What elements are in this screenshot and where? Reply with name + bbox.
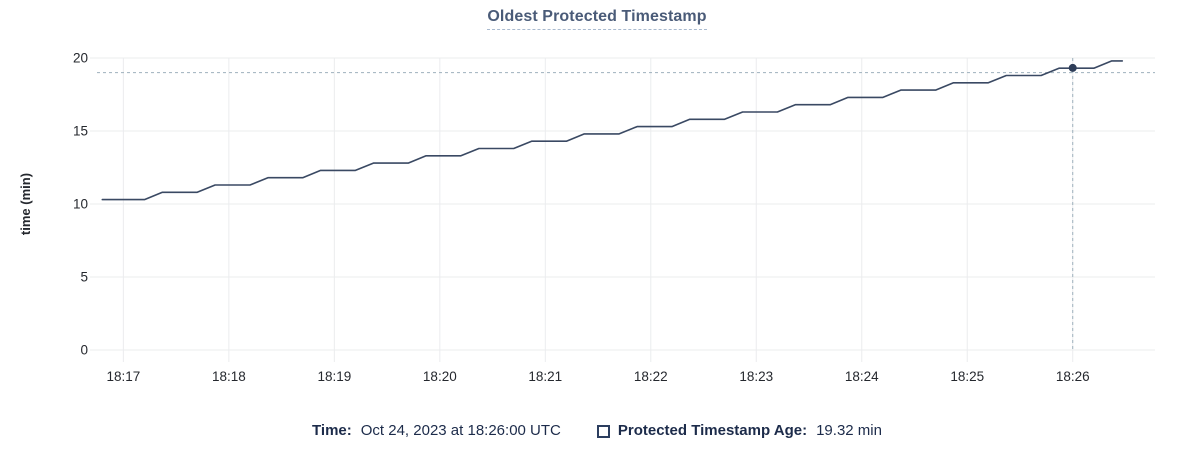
y-axis-label: time (min) xyxy=(18,173,33,235)
chart-legend: Time: Oct 24, 2023 at 18:26:00 UTC Prote… xyxy=(0,421,1194,441)
series-line xyxy=(101,60,1124,201)
x-tick-label: 18:21 xyxy=(528,369,562,384)
y-tick-label: 0 xyxy=(80,343,88,358)
x-tick-label: 18:23 xyxy=(739,369,773,384)
x-tick-label: 18:26 xyxy=(1056,369,1090,384)
y-tick-label: 5 xyxy=(80,270,88,285)
x-tick-label: 18:19 xyxy=(317,369,351,384)
hover-dot xyxy=(1068,63,1077,72)
x-tick-label: 18:17 xyxy=(106,369,140,384)
x-tick-label: 18:25 xyxy=(950,369,984,384)
legend-series-toggle[interactable]: Protected Timestamp Age: 19.32 min xyxy=(596,421,882,441)
legend-series-value: 19.32 min xyxy=(816,422,882,439)
chart-title-row: Oldest Protected Timestamp xyxy=(0,8,1194,30)
x-tick-label: 18:24 xyxy=(845,369,879,384)
legend-time-value: Oct 24, 2023 at 18:26:00 UTC xyxy=(360,422,561,439)
x-tick-label: 18:22 xyxy=(634,369,668,384)
y-tick-label: 15 xyxy=(73,124,88,139)
chart-title[interactable]: Oldest Protected Timestamp xyxy=(487,8,707,30)
x-tick-label: 18:20 xyxy=(423,369,457,384)
y-tick-label: 20 xyxy=(73,51,88,66)
series-checkbox-icon[interactable] xyxy=(596,424,610,438)
chart-canvas[interactable]: 18:17 18:18 18:19 18:20 18:21 18:22 18:23 18:24… xyxy=(0,0,1194,410)
y-tick-label: 10 xyxy=(73,197,88,212)
legend-time: Time: Oct 24, 2023 at 18:26:00 UTC xyxy=(312,421,561,441)
legend-series-label: Protected Timestamp Age: xyxy=(617,422,808,439)
x-tick-label: 18:18 xyxy=(212,369,246,384)
legend-time-label: Time: xyxy=(312,422,352,439)
